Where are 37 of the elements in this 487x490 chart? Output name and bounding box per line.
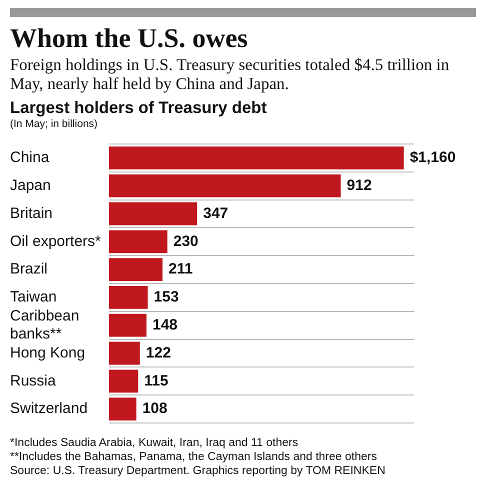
text: *Includes Saudia Arabia, Kuwait, Iran, Iraq and 11 others: [10, 436, 300, 450]
data-label: 211: [168, 260, 193, 278]
bar: [108, 258, 163, 281]
data-label: 230: [173, 232, 198, 250]
y-tick-label: Brazil: [10, 260, 48, 278]
data-label: 153: [154, 288, 179, 306]
data-label: 148: [152, 316, 178, 334]
y-tick-label: Oil exporters*: [10, 232, 102, 250]
chart-title: Whom the U.S. owes: [10, 23, 249, 53]
bar: [108, 286, 148, 309]
data-label: 115: [144, 372, 168, 390]
y-tick-label: Britain: [10, 204, 53, 222]
data-label: $1,160: [410, 149, 456, 166]
bar: [108, 230, 168, 254]
data-label: 347: [203, 204, 228, 222]
bar: [108, 342, 140, 365]
bar: [108, 146, 404, 170]
data-label: 122: [146, 344, 171, 362]
y-tick-label: China: [10, 149, 50, 166]
data-label: 108: [142, 400, 168, 418]
y-tick-label: Hong Kong: [10, 344, 86, 362]
x-axis-title: Largest holders of Treasury debt: [10, 99, 268, 118]
data-label: 912: [346, 176, 372, 194]
y-tick-label: Japan: [10, 176, 51, 194]
y-tick-label: Caribbean banks**: [10, 307, 80, 342]
bar: [108, 398, 136, 420]
y-tick-label: Taiwan: [10, 288, 57, 306]
bar: [108, 370, 138, 393]
bar: [108, 314, 146, 337]
bar: [108, 202, 198, 226]
chart-subtitle: Foreign holdings in U.S. Treasury securities totaled $4.5 trillion in May, nearly half held by China and Japan.: [10, 55, 450, 93]
bar: [108, 174, 341, 198]
y-axis-title: (In May; in billions): [10, 118, 99, 130]
source-note: Source: U.S. Treasury Department. Graphics reporting by TOM REINKEN: [10, 464, 386, 478]
text: **Includes the Bahamas, Panama, the Cayman Islands and three others: [10, 450, 378, 464]
y-tick-label: Switzerland: [10, 400, 88, 418]
y-tick-label: Russia: [10, 372, 57, 390]
